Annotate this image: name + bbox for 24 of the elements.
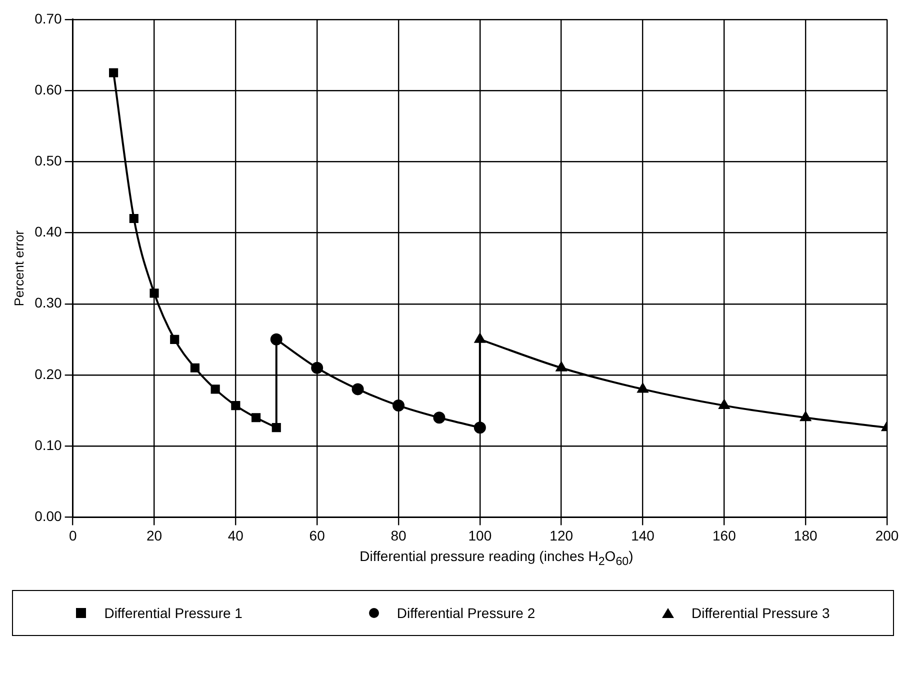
y-tick-label: 0.60 (34, 81, 62, 98)
x-tick-label: 120 (550, 527, 574, 544)
x-tick-label: 0 (68, 527, 77, 544)
x-axis-title: Differential pressure reading (inches H$_{2}$O$_{60}$) (358, 548, 634, 568)
y-tick-label: 0.40 (34, 224, 62, 240)
x-tick-label: 40 (228, 527, 244, 544)
y-tick-label: 0.00 (34, 508, 62, 524)
y-tick-label: 0.70 (34, 10, 62, 26)
legend-label: Differential Pressure 1 (104, 604, 242, 621)
x-tick-label: 200 (875, 527, 899, 544)
x-tick-label: 140 (631, 527, 655, 544)
y-tick-label: 0.20 (34, 366, 62, 382)
y-tick-label: 0.50 (34, 152, 62, 168)
x-tick-label: 60 (309, 527, 326, 544)
x-tick-label: 100 (468, 527, 492, 544)
y-tick-label: 0.30 (34, 294, 62, 311)
y-tick-label: 0.10 (34, 436, 62, 453)
x-tick-label: 160 (712, 527, 736, 544)
x-tick-label: 80 (390, 527, 407, 544)
legend-label: Differential Pressure 3 (692, 604, 830, 621)
legend-label: Differential Pressure 2 (396, 604, 536, 621)
y-axis-title: Percent error (11, 230, 26, 306)
x-tick-label: 20 (146, 527, 162, 544)
x-tick-label: 180 (794, 527, 818, 544)
